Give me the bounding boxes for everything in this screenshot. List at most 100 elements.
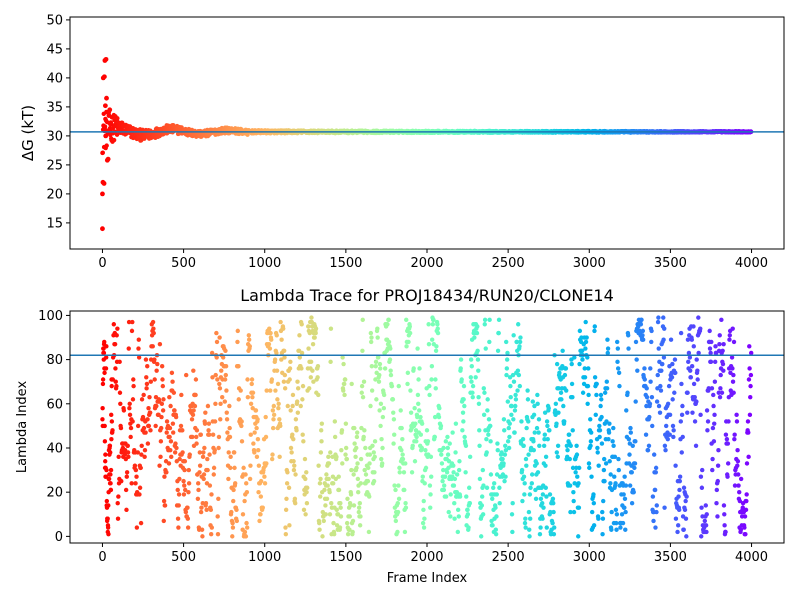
- lambda-point: [568, 509, 573, 515]
- lambda-point: [320, 534, 325, 539]
- lambda-point: [704, 512, 709, 517]
- lambda-point: [658, 388, 664, 393]
- lambda-point: [716, 390, 721, 395]
- lambda-point: [207, 432, 212, 437]
- lambda-point: [555, 443, 561, 448]
- lambda-point: [152, 377, 157, 382]
- lambda-point: [414, 434, 419, 440]
- lambda-point: [235, 339, 240, 345]
- lambda-point: [453, 421, 459, 426]
- lambda-point: [726, 419, 731, 424]
- lambda-point: [382, 366, 388, 371]
- lambda-point: [267, 346, 273, 351]
- lambda-point: [401, 470, 407, 475]
- lambda-point: [134, 474, 139, 479]
- lambda-point: [368, 339, 374, 345]
- lambda-point: [358, 456, 364, 462]
- lambda-point: [526, 509, 532, 515]
- lambda-point: [408, 388, 413, 393]
- lambda-point: [514, 339, 520, 345]
- lambda-point: [656, 403, 662, 409]
- lambda-point: [112, 341, 118, 347]
- lambda-point: [727, 337, 732, 342]
- lambda-point: [571, 489, 576, 495]
- lambda-point: [459, 377, 464, 382]
- lambda-point: [511, 333, 516, 338]
- lambda-point: [432, 414, 438, 420]
- lambda-point: [421, 525, 427, 530]
- lambda-point: [633, 399, 638, 404]
- lambda-point: [677, 474, 683, 479]
- lambda-point: [257, 518, 262, 524]
- lambda-point: [227, 434, 233, 440]
- lambda-point: [721, 503, 727, 508]
- lambda-point: [583, 346, 588, 351]
- lambda-point: [281, 326, 286, 331]
- lambda-point: [212, 448, 217, 453]
- lambda-point: [679, 450, 684, 455]
- lambda-point: [350, 529, 355, 535]
- lambda-point: [360, 317, 365, 323]
- lambda-point: [336, 474, 341, 479]
- lambda-point: [520, 436, 526, 442]
- lambda-point: [671, 428, 676, 433]
- lambda-point: [678, 330, 684, 336]
- lambda-point: [506, 425, 511, 431]
- lambda-point: [466, 525, 471, 530]
- lambda-point: [602, 390, 608, 395]
- lambda-point: [302, 456, 308, 462]
- lambda-point: [299, 322, 304, 327]
- lambda-point: [269, 377, 275, 382]
- lambda-point: [719, 317, 724, 323]
- lambda-point: [649, 339, 654, 345]
- lambda-point: [654, 509, 659, 515]
- lambda-point: [412, 406, 417, 411]
- lambda-point: [241, 465, 246, 471]
- lambda-point: [285, 470, 290, 475]
- lambda-point: [121, 408, 127, 413]
- lambda-point: [295, 379, 300, 384]
- lambda-point: [441, 467, 446, 473]
- lambda-point: [262, 481, 268, 486]
- lambda-point: [537, 531, 543, 537]
- lambda-point: [439, 461, 445, 466]
- lambda-point: [623, 527, 628, 532]
- lambda-point: [355, 476, 361, 482]
- lambda-point: [712, 421, 717, 426]
- lambda-point: [239, 423, 244, 429]
- lambda-point: [457, 459, 462, 464]
- lambda-point: [446, 509, 451, 515]
- lambda-point: [151, 330, 156, 336]
- lambda-point: [143, 430, 148, 435]
- lambda-point: [161, 498, 167, 504]
- lambda-point: [503, 339, 509, 345]
- lambda-point: [461, 419, 466, 424]
- y-tick-label: 0: [55, 530, 63, 545]
- lambda-point: [747, 366, 752, 371]
- lambda-point: [451, 463, 456, 468]
- lambda-point: [332, 434, 338, 440]
- lambda-point: [482, 317, 488, 323]
- lambda-point: [419, 445, 425, 451]
- lambda-point: [586, 392, 591, 398]
- lambda-point: [544, 419, 550, 424]
- lambda-point: [428, 492, 433, 497]
- lambda-point: [691, 381, 697, 387]
- lambda-point: [287, 523, 292, 528]
- lambda-point: [469, 364, 474, 369]
- lambda-point: [661, 355, 667, 360]
- lambda-point: [603, 461, 609, 466]
- lambda-point: [591, 492, 596, 497]
- lambda-point: [206, 428, 211, 433]
- lambda-point: [377, 372, 382, 378]
- y-tick-label: 100: [38, 309, 63, 324]
- lambda-point: [206, 421, 212, 426]
- lambda-point: [274, 350, 279, 356]
- lambda-point: [269, 337, 274, 342]
- lambda-point: [557, 370, 562, 376]
- lambda-point: [139, 452, 144, 457]
- lambda-point: [626, 333, 631, 338]
- lambda-point: [274, 368, 280, 373]
- lambda-point: [481, 412, 487, 418]
- lambda-point: [437, 406, 442, 411]
